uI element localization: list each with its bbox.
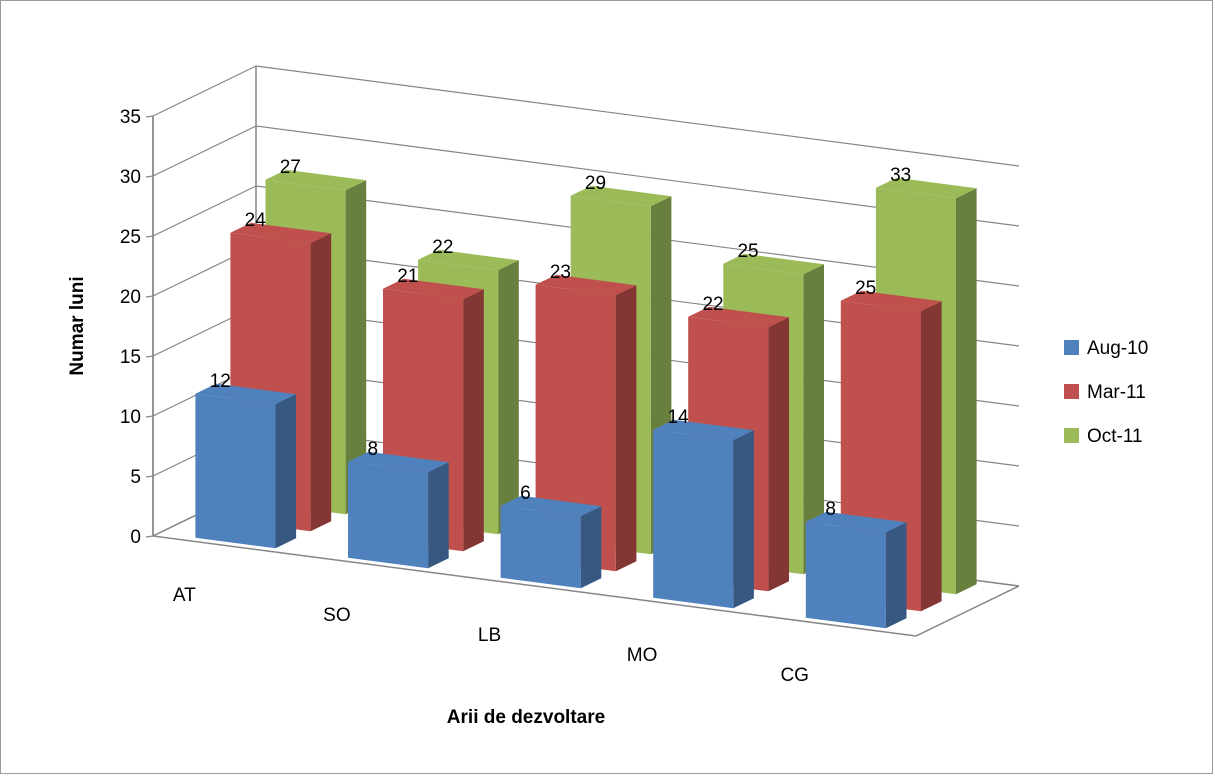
bar-top — [840, 290, 942, 312]
bar-side — [768, 317, 789, 592]
gridline — [152, 65, 1020, 167]
y-tick-label: 30 — [120, 167, 141, 188]
gridline — [152, 185, 1020, 287]
y-tick-mark — [145, 295, 154, 298]
bar-top — [500, 495, 602, 517]
bar-top — [265, 169, 367, 191]
bar-Aug-10-AT — [195, 383, 297, 549]
data-label: 24 — [245, 210, 267, 231]
bar-side — [463, 289, 484, 552]
bar-side — [345, 180, 367, 515]
x-category-label: MO — [627, 645, 658, 666]
bar-side — [803, 264, 824, 575]
bar-side — [580, 506, 602, 589]
y-tick-label: 25 — [120, 227, 141, 248]
bar-Aug-10-CG — [805, 511, 907, 629]
data-label: 21 — [397, 266, 418, 287]
y-tick-label: 5 — [130, 467, 141, 488]
x-category-label: LB — [478, 625, 501, 646]
bar-top — [230, 222, 332, 244]
bar-side — [733, 430, 754, 609]
bar-top — [723, 253, 824, 275]
y-axis-ticks: 0 5 10 15 20 25 30 35 — [120, 107, 154, 548]
x-category-label: AT — [173, 585, 196, 606]
legend-swatch — [1064, 384, 1079, 399]
bar-side — [428, 462, 449, 569]
bar-side — [615, 285, 637, 572]
x-category-label: SO — [323, 605, 350, 626]
bar-front — [535, 284, 616, 572]
y-tick-label: 10 — [120, 407, 141, 428]
data-label: 23 — [550, 262, 571, 283]
y-tick-mark — [145, 415, 154, 418]
bar-side — [498, 260, 519, 535]
legend-swatch — [1064, 428, 1079, 443]
y-tick-mark — [145, 115, 154, 118]
y-tick-mark — [145, 535, 154, 538]
y-tick-label: 0 — [130, 527, 141, 548]
data-label: 25 — [855, 278, 876, 299]
data-label: 33 — [890, 165, 911, 186]
chart-bars: 33 25 29 22 27 25 22 23 21 24 8 14 6 8 12 — [195, 157, 977, 629]
bar-top — [875, 177, 977, 199]
legend-label: Aug-10 — [1087, 338, 1148, 359]
y-tick-mark — [145, 475, 154, 478]
bar-top — [570, 185, 672, 207]
x-category-label: CG — [780, 665, 809, 686]
bar-front — [348, 461, 429, 569]
y-tick-mark — [145, 235, 154, 238]
data-label: 8 — [825, 499, 836, 520]
gridline — [152, 125, 1020, 227]
bar-front — [653, 429, 734, 609]
bar-side — [885, 522, 907, 629]
bar-top — [535, 274, 637, 296]
legend-swatch — [1064, 340, 1079, 355]
bar-side — [275, 394, 297, 549]
data-label: 25 — [737, 241, 758, 262]
data-label: 14 — [667, 407, 689, 428]
bar-top — [195, 383, 297, 405]
x-axis-title: Arii de dezvoltare — [447, 707, 605, 728]
x-axis-categories: AT SO LB MO CG — [173, 585, 809, 686]
bar-top — [348, 451, 449, 473]
bar-Mar-11-LB — [535, 274, 637, 572]
y-tick-mark — [145, 355, 154, 358]
legend: Aug-10 Mar-11 Oct-11 — [1064, 338, 1148, 447]
bar-Aug-10-LB — [500, 495, 602, 589]
legend-label: Oct-11 — [1087, 426, 1143, 447]
bar-top — [418, 249, 519, 271]
data-label: 27 — [280, 157, 301, 178]
bar-front — [500, 505, 581, 589]
y-axis-title: Numar luni — [67, 276, 88, 375]
y-tick-label: 35 — [120, 107, 141, 128]
y-tick-label: 20 — [120, 287, 141, 308]
data-label: 22 — [702, 294, 723, 315]
data-label: 22 — [432, 237, 453, 258]
y-tick-label: 15 — [120, 347, 141, 368]
data-label: 29 — [585, 173, 606, 194]
bar-Aug-10-MO — [653, 419, 754, 609]
bar-front — [805, 521, 886, 629]
bar-side — [310, 233, 332, 532]
legend-label: Mar-11 — [1087, 382, 1146, 403]
bar-top — [383, 278, 484, 300]
bar-Aug-10-SO — [348, 451, 449, 569]
bar-top — [688, 306, 789, 328]
y-tick-mark — [145, 175, 154, 178]
data-label: 12 — [210, 371, 231, 392]
data-label: 6 — [520, 483, 531, 504]
data-label: 8 — [368, 439, 379, 460]
bar-side — [956, 188, 977, 595]
bar-top — [805, 511, 907, 533]
bar-side — [921, 301, 942, 612]
bar-top — [653, 419, 754, 441]
bar-front — [195, 393, 276, 549]
